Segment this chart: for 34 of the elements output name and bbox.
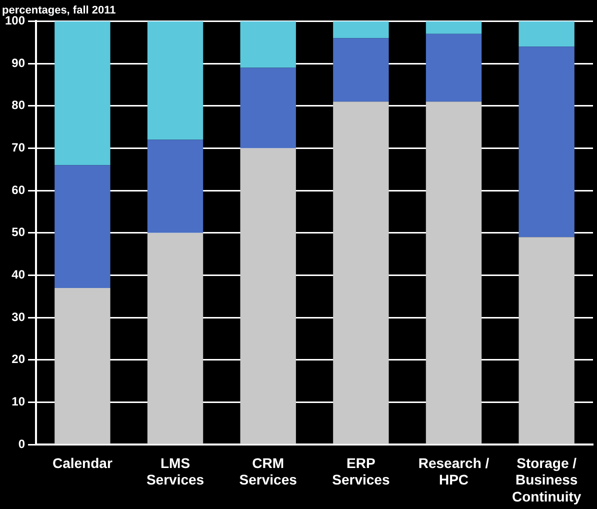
bar — [518, 237, 574, 444]
x-tick-label: Calendar — [52, 454, 113, 471]
x-tick-label: LMS Services — [146, 454, 204, 488]
y-tick-label: 80 — [12, 98, 26, 112]
x-tick-label: Research / HPC — [418, 454, 490, 488]
bar — [518, 46, 574, 238]
bar — [54, 21, 110, 166]
bar — [147, 232, 204, 444]
y-tick-label: 70 — [12, 140, 26, 155]
y-tick-label: 50 — [12, 225, 26, 240]
y-tick-label: 10 — [12, 394, 26, 409]
x-tick-label: CRM Services — [239, 454, 298, 488]
x-tick-label: ERP Services — [332, 454, 390, 488]
bar — [518, 21, 574, 47]
y-tick-label: 60 — [12, 182, 26, 197]
bar — [147, 140, 204, 233]
bar — [333, 38, 389, 102]
bar — [426, 34, 482, 102]
bar — [147, 21, 204, 140]
bar — [333, 21, 389, 38]
bar — [240, 148, 296, 444]
bar — [333, 102, 389, 444]
bar — [426, 21, 482, 34]
y-tick-label: 90 — [12, 56, 26, 70]
bar — [240, 21, 296, 68]
x-tick-label: Storage / Business Continuity — [512, 454, 582, 504]
bar — [54, 288, 110, 444]
y-tick-label: 20 — [12, 352, 26, 366]
bar — [54, 165, 110, 288]
y-tick-label: 40 — [12, 268, 26, 282]
bar — [426, 102, 482, 444]
y-tick-label: 0 — [18, 436, 26, 451]
y-tick-label: 30 — [12, 310, 26, 324]
bar — [240, 68, 296, 148]
